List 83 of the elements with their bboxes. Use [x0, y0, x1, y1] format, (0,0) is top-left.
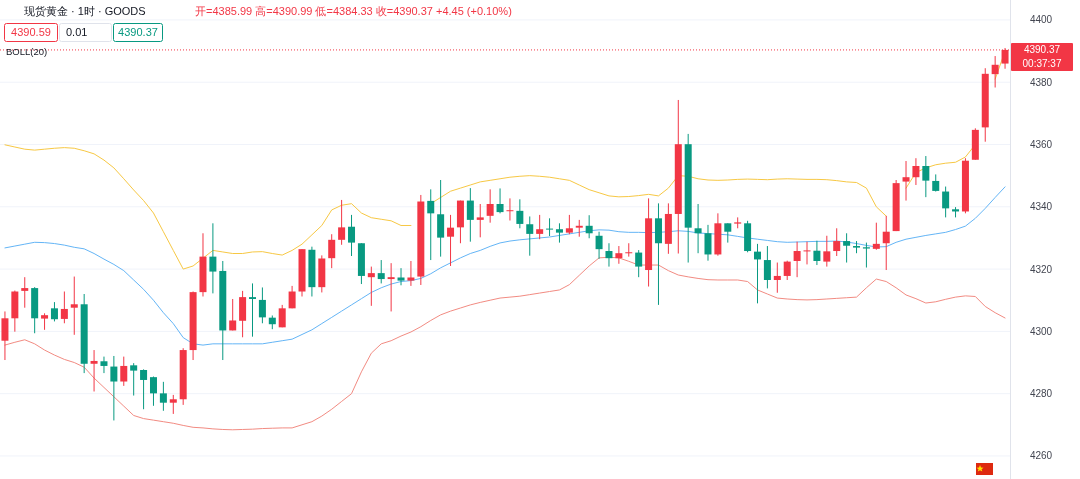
candlestick: [407, 260, 415, 287]
candlestick: [991, 55, 999, 89]
candlestick: [694, 203, 702, 254]
candlestick: [546, 217, 554, 237]
ref-line-label: 4390.37: [1023, 44, 1061, 56]
candlestick: [348, 214, 356, 257]
candlestick: [635, 249, 643, 278]
candlestick: [70, 276, 78, 336]
candlestick: [833, 227, 841, 257]
candlestick: [793, 241, 801, 278]
y-tick-label: 4280: [1029, 388, 1053, 400]
candlestick: [397, 267, 405, 286]
candlestick: [783, 260, 791, 281]
candlestick: [605, 242, 613, 268]
candlestick: [823, 235, 831, 268]
y-tick-label: 4260: [1029, 450, 1053, 462]
y-tick-label: 4320: [1029, 263, 1053, 275]
candlestick: [536, 214, 544, 240]
candlestick: [159, 381, 167, 412]
y-tick-label: 4400: [1029, 14, 1053, 26]
candlestick: [763, 245, 771, 289]
candlestick: [704, 224, 712, 262]
candlestick: [427, 188, 435, 261]
candlestick: [229, 298, 237, 331]
candlestick: [585, 214, 593, 239]
candlestick: [526, 215, 534, 257]
candlestick: [377, 259, 385, 284]
candlestick: [506, 197, 514, 221]
candlestick: [149, 376, 157, 407]
candlestick: [1, 310, 9, 361]
candlestick: [21, 276, 29, 309]
candlestick: [862, 242, 870, 269]
text: 00:37:37: [1022, 57, 1062, 69]
candlestick: [843, 232, 851, 264]
y-tick-label: 4340: [1029, 201, 1053, 213]
candlestick: [516, 198, 524, 229]
candlestick: [130, 362, 138, 397]
candlestick: [169, 394, 177, 415]
candlestick: [942, 186, 950, 218]
candlestick: [258, 286, 266, 324]
candlestick: [447, 214, 455, 267]
candlestick: [90, 349, 98, 392]
candlestick: [140, 368, 148, 410]
candlestick: [803, 241, 811, 265]
candlestick: [476, 203, 484, 238]
header: 现货黄金 · 1时 · GOODS 开=4385.99 高=4390.99 低=4384.33 收=4390.37 +4.45 (+0.10%): [24, 5, 512, 17]
candlestick: [100, 356, 108, 374]
y-tick-label: 4300: [1029, 325, 1053, 337]
candlestick: [367, 266, 375, 307]
candlestick: [496, 187, 504, 214]
annotation: 4390.59: [11, 26, 51, 38]
candlestick: [328, 233, 336, 269]
candlestick: [239, 290, 247, 338]
candlestick: [249, 282, 256, 338]
candlestick: [338, 199, 346, 246]
candlestick: [110, 355, 118, 421]
candlestick: [387, 262, 395, 312]
candlestick: [724, 222, 732, 244]
candlestick: [882, 215, 890, 271]
candlestick: [912, 157, 920, 186]
candlestick: [50, 301, 58, 322]
line-series: [4, 186, 1006, 346]
candlestick: [902, 160, 910, 202]
candlestick: [922, 155, 930, 198]
candlestick: [625, 242, 633, 258]
candlestick: [60, 291, 68, 324]
candlestick: [466, 187, 474, 243]
candlestick: [615, 245, 623, 265]
annotation: BOLL(20): [6, 46, 48, 57]
candlestick: [437, 179, 445, 258]
y-tick-label: 4360: [1029, 139, 1053, 151]
candlestick: [872, 222, 880, 251]
candlestick: [120, 356, 128, 387]
candlestick: [209, 222, 217, 294]
annotation: 4390.37: [118, 26, 158, 38]
candlestick: [595, 231, 603, 260]
candlestick: [486, 188, 494, 224]
annotation: 0.01: [66, 26, 88, 38]
candlestick: [565, 214, 573, 235]
candlestick: [555, 222, 563, 244]
candlestick: [773, 262, 781, 294]
y-tick-label: 4380: [1029, 76, 1053, 88]
candlestick: [813, 240, 821, 266]
